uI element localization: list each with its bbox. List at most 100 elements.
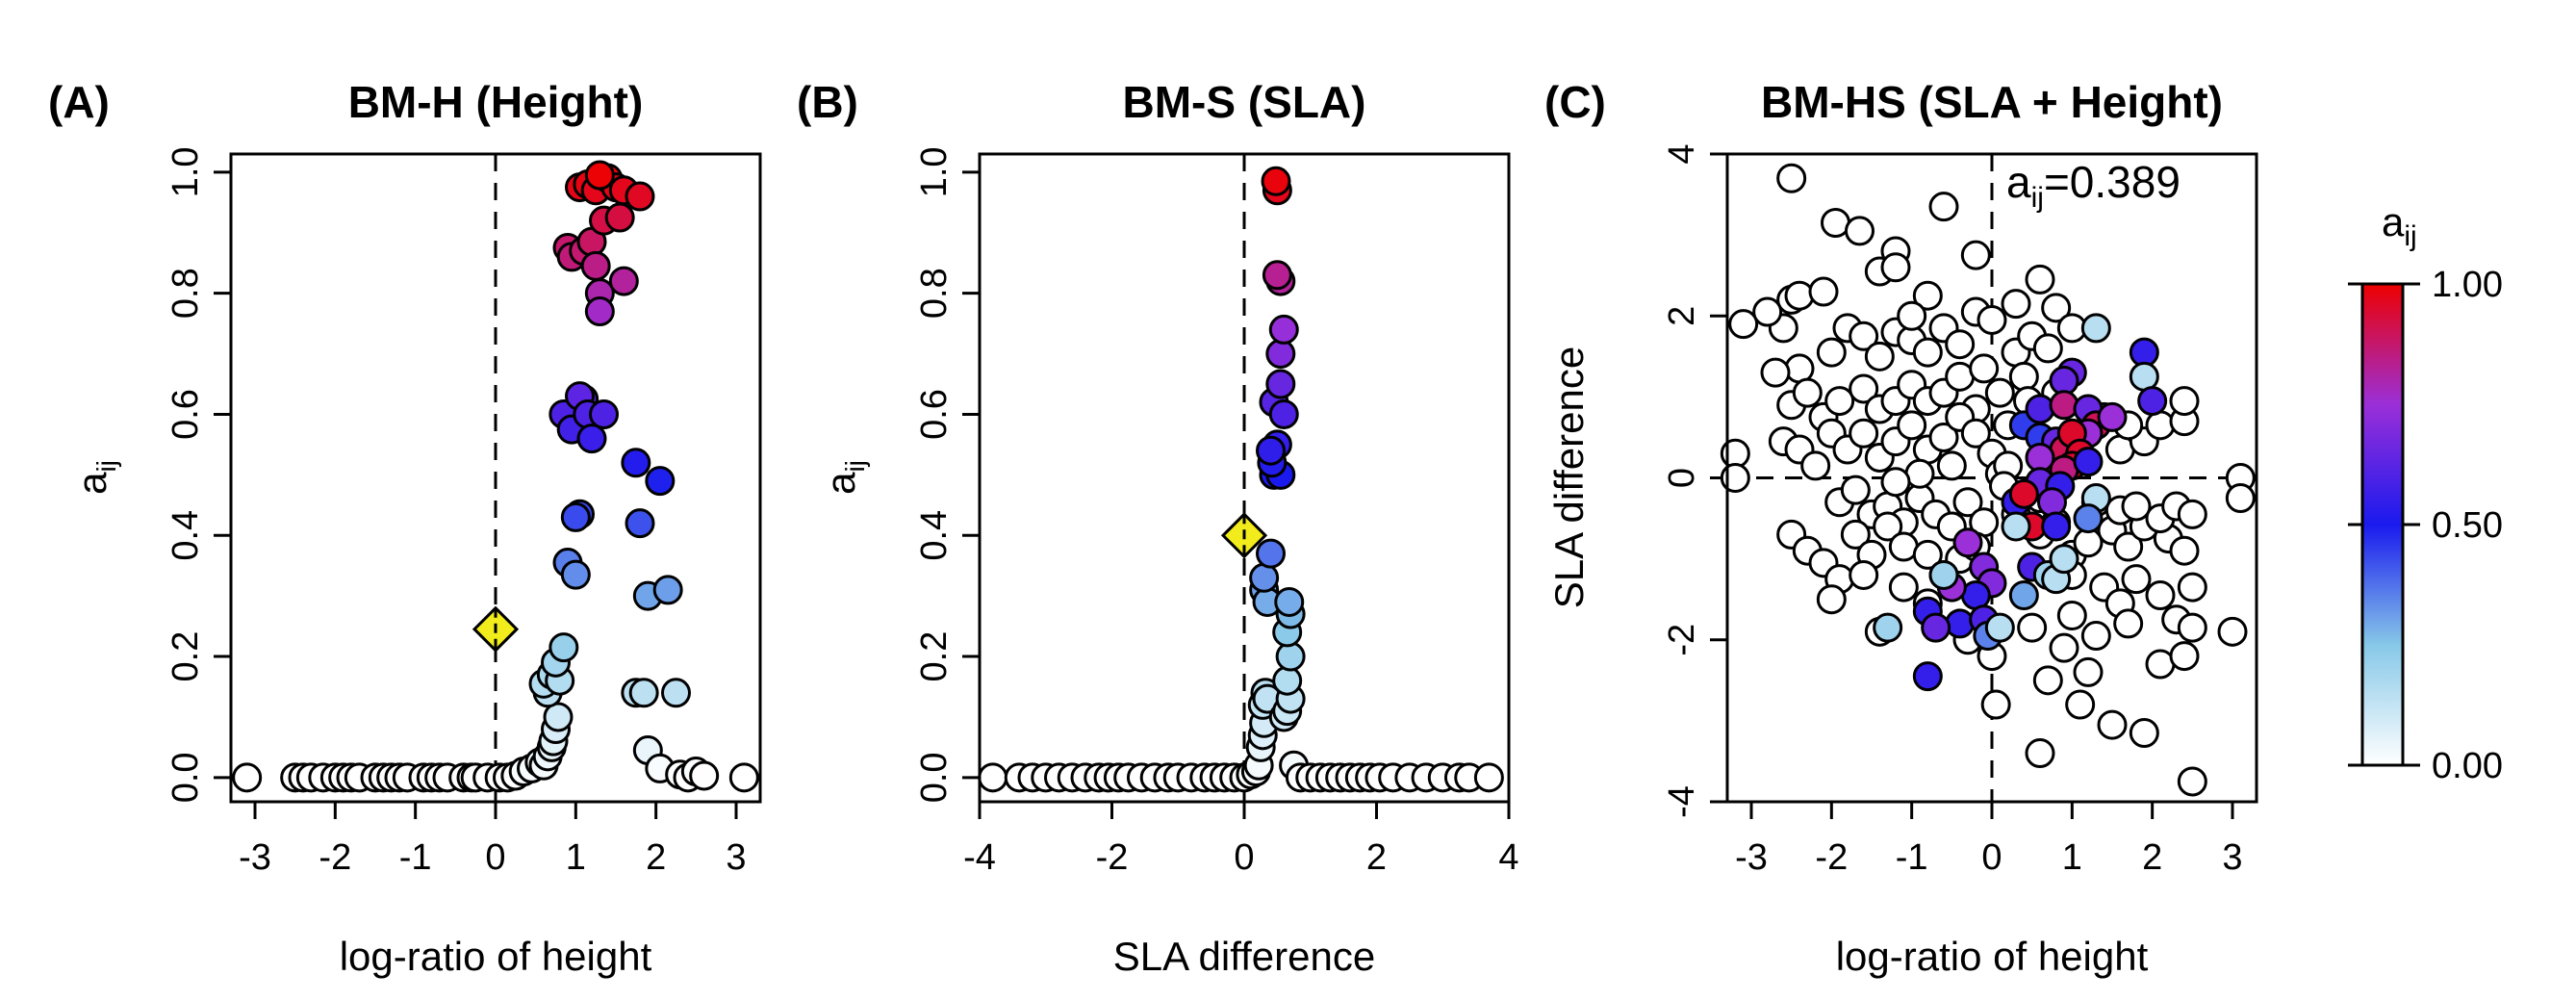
scatter-point	[576, 424, 607, 454]
x-tick-label: 3	[726, 837, 746, 878]
panel-b-y-axis-title: aij	[818, 460, 870, 495]
scatter-point	[2049, 544, 2079, 575]
panel-a: (A) BM-H (Height) -3 -2 -1 0 1 2 3 0.0 0.2 0.4 0.6…	[48, 77, 762, 979]
scatter-point	[1928, 192, 1959, 222]
x-tick-label: -2	[1096, 837, 1129, 878]
colorbar-title-main: a	[2382, 199, 2405, 244]
y-tick-label: 4	[1662, 143, 1702, 164]
scatter-point	[1888, 572, 1919, 603]
scatter-point	[1849, 373, 1879, 404]
scatter-point	[2121, 564, 2152, 595]
panel-a-marks	[232, 154, 759, 802]
x-tick-label: 3	[2222, 837, 2242, 878]
panel-c-ticks: -3 -2 -1 0 1 2 3 -4 -2 0 2 4	[1662, 143, 2243, 878]
panel-a-x-axis-title: log-ratio of height	[340, 934, 652, 979]
colorbar-ticks: 1.00 0.50 0.00	[2348, 265, 2503, 786]
scatter-point	[2037, 487, 2067, 518]
scatter-point	[2056, 601, 2087, 631]
scatter-point	[2049, 632, 2079, 663]
scatter-point	[1849, 321, 1879, 351]
scatter-point	[625, 508, 655, 539]
scatter-point	[1960, 240, 1991, 270]
scatter-point	[584, 160, 615, 191]
scatter-point	[1928, 559, 1959, 590]
scatter-point	[1945, 329, 1976, 360]
scatter-point	[2177, 612, 2207, 643]
colorbar-title-sub: ij	[2404, 220, 2416, 252]
panel-c-annotation: aij=0.389	[2006, 157, 2181, 214]
panel-c-x-axis-title: log-ratio of height	[1836, 934, 2149, 979]
scatter-point	[652, 575, 683, 605]
scatter-point	[580, 250, 611, 281]
scatter-point	[2080, 621, 2111, 652]
scatter-point	[1473, 762, 1504, 793]
scatter-point	[1256, 435, 1286, 466]
scatter-point	[1840, 475, 1871, 505]
scatter-point	[1265, 339, 1296, 370]
panel-b-y-axis-title-sub: ij	[840, 460, 870, 472]
y-tick-label: 0.8	[166, 268, 206, 319]
scatter-point	[2049, 390, 2079, 421]
svg-text:aij: aij	[818, 460, 870, 495]
scatter-point	[548, 632, 579, 663]
x-tick-label: 1	[2062, 837, 2082, 878]
scatter-point	[584, 296, 615, 327]
scatter-point	[1816, 337, 1847, 368]
scatter-point	[2041, 293, 2072, 323]
scatter-point	[1760, 357, 1791, 388]
scatter-point	[1800, 450, 1831, 481]
y-tick-label: 1.0	[166, 146, 206, 197]
panel-c-label: (C)	[1544, 77, 1606, 127]
scatter-point	[1268, 398, 1299, 429]
x-tick-label: -1	[399, 837, 432, 878]
x-tick-label: 2	[2142, 837, 2162, 878]
panel-c-marks	[1720, 154, 2257, 802]
scatter-point	[1752, 296, 1783, 327]
y-tick-label: 2	[1662, 306, 1702, 326]
panel-a-title: BM-H (Height)	[348, 77, 644, 127]
scatter-point	[2177, 766, 2207, 797]
scatter-point	[628, 678, 659, 708]
panel-b-y-axis-title-main: a	[818, 472, 863, 495]
panel-a-y-axis-title-sub: ij	[91, 460, 121, 472]
scatter-point	[2008, 478, 2039, 509]
scatter-point	[1980, 689, 2011, 720]
scatter-point	[2001, 511, 2031, 542]
colorbar-tick-label: 0.50	[2432, 505, 2503, 546]
x-tick-label: 1	[566, 837, 586, 878]
panel-a-plot-frame	[229, 152, 762, 804]
scatter-point	[2041, 511, 2072, 542]
panel-c-annotation-value: =0.389	[2044, 157, 2181, 207]
x-tick-label: 0	[485, 837, 505, 878]
scatter-point	[2032, 333, 2063, 364]
x-tick-label: -4	[963, 837, 996, 878]
scatter-point	[2177, 499, 2207, 529]
scatter-point	[1808, 276, 1839, 307]
scatter-point	[661, 678, 691, 708]
scatter-point	[1977, 304, 2007, 335]
scatter-point	[2145, 410, 2176, 441]
scatter-point	[1960, 418, 1991, 449]
panel-c-annotation-main: a	[2006, 157, 2031, 207]
panel-c: (C) BM-HS (SLA + Height) -3 -2 -1 0 1 2 3 -4 -2 0…	[1544, 77, 2258, 979]
scatter-point	[1952, 527, 1983, 558]
scatter-point	[2169, 641, 2200, 672]
scatter-point	[1824, 386, 1855, 417]
scatter-point	[1936, 450, 1967, 481]
y-tick-label: 0.4	[166, 510, 206, 561]
y-tick-label: 0.0	[166, 752, 206, 803]
panel-b: (B) BM-S (SLA) -4 -2 0 2 4 0.0 0.2 0.4 0.6 0.8 1.0…	[797, 77, 1519, 979]
scatter-point	[2073, 656, 2104, 687]
panel-c-plot-frame	[1725, 152, 2258, 804]
scatter-point	[2001, 289, 2031, 320]
panel-b-marks	[978, 154, 1504, 802]
scatter-point	[1840, 519, 1871, 550]
scatter-point	[2113, 608, 2144, 639]
y-tick-label: 0.4	[914, 510, 955, 561]
scatter-point	[1776, 163, 1807, 193]
scatter-point	[978, 762, 1008, 793]
scatter-point	[728, 762, 759, 793]
colorbar: aij 1.00 0.50 0.00	[2348, 199, 2503, 786]
scatter-point	[608, 266, 639, 296]
scatter-point	[621, 448, 651, 478]
